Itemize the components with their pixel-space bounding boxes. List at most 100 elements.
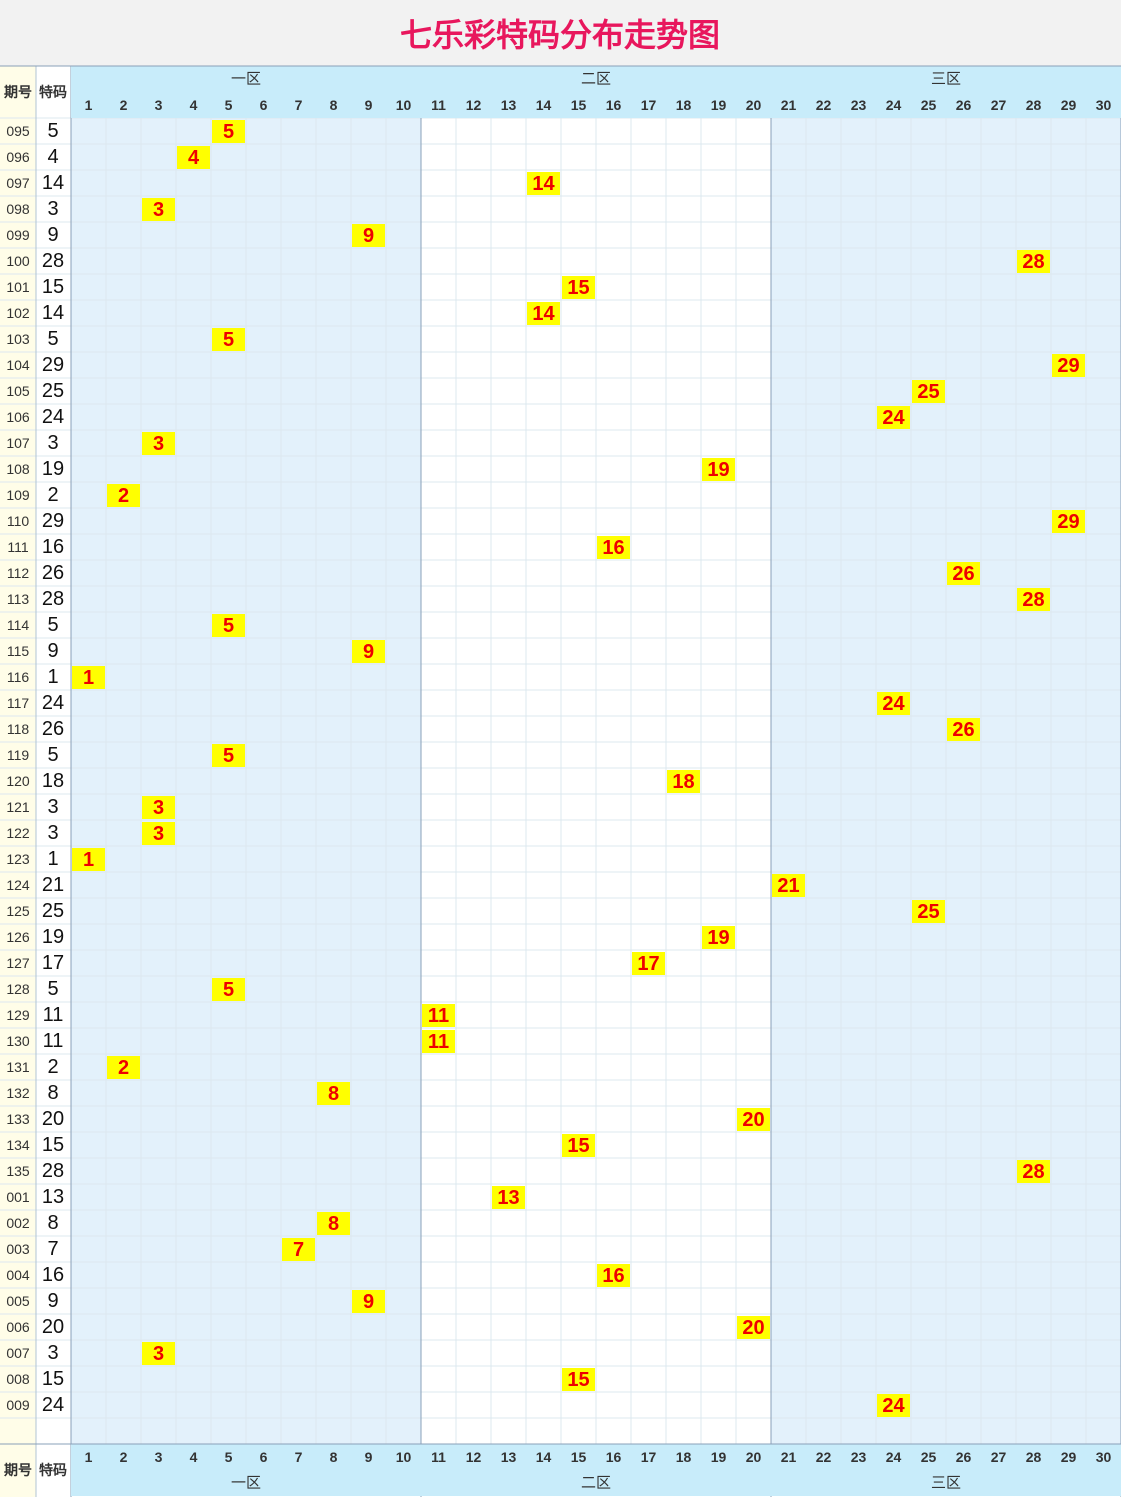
column-label: 8 — [330, 1449, 338, 1465]
period: 107 — [6, 435, 30, 451]
code-cell-label: 16 — [602, 1265, 624, 1287]
period: 110 — [7, 513, 30, 529]
column-label: 15 — [571, 97, 587, 113]
column-label: 14 — [536, 97, 552, 113]
column-label: 16 — [606, 1449, 622, 1465]
code-cell — [947, 718, 980, 741]
code-cell — [282, 1238, 315, 1261]
code-cell-label: 24 — [882, 693, 905, 715]
code: 7 — [47, 1238, 58, 1260]
code-cell — [877, 406, 910, 429]
code-cell — [877, 1394, 910, 1417]
code-cell — [317, 1212, 350, 1235]
code-cell-label: 20 — [742, 1109, 764, 1131]
period: 118 — [7, 721, 30, 737]
period: 129 — [6, 1007, 30, 1023]
code: 29 — [42, 354, 64, 376]
period: 108 — [6, 461, 30, 477]
period-header: 期号 — [4, 1462, 32, 1478]
code: 3 — [47, 796, 58, 818]
code-cell — [877, 692, 910, 715]
code-cell — [562, 276, 595, 299]
code-cell-label: 24 — [882, 1395, 905, 1417]
period: 133 — [6, 1111, 30, 1127]
code-cell — [702, 458, 735, 481]
column-label: 7 — [295, 97, 303, 113]
code: 14 — [42, 172, 64, 194]
code-cell-label: 28 — [1022, 589, 1044, 611]
code: 28 — [42, 250, 64, 272]
code-cell — [422, 1004, 455, 1027]
code: 26 — [42, 718, 64, 740]
code: 3 — [47, 198, 58, 220]
code-cell — [1017, 588, 1050, 611]
code: 13 — [42, 1186, 64, 1208]
column-label: 12 — [466, 1449, 482, 1465]
code-cell — [212, 978, 245, 1001]
column-label: 21 — [781, 97, 797, 113]
code: 25 — [42, 900, 64, 922]
code: 5 — [47, 328, 58, 350]
code-cell-label: 3 — [153, 1343, 164, 1365]
code: 15 — [42, 1134, 64, 1156]
code-cell — [1017, 1160, 1050, 1183]
code-cell-label: 9 — [363, 641, 374, 663]
column-label: 1 — [85, 1449, 93, 1465]
column-label: 24 — [886, 1449, 902, 1465]
zone-label: 二区 — [581, 71, 611, 88]
period: 112 — [7, 565, 30, 581]
column-label: 13 — [501, 97, 517, 113]
code-cell — [212, 120, 245, 143]
code-cell — [1017, 250, 1050, 273]
column-label: 23 — [851, 97, 867, 113]
code-cell-label: 8 — [328, 1083, 339, 1105]
code-cell-label: 24 — [882, 407, 905, 429]
code-cell — [947, 562, 980, 585]
column-label: 11 — [431, 1449, 446, 1465]
code-cell-label: 5 — [223, 979, 234, 1001]
period: 003 — [6, 1241, 30, 1257]
code: 5 — [47, 978, 58, 1000]
column-label: 24 — [886, 97, 902, 113]
code-cell-label: 28 — [1022, 1161, 1044, 1183]
period: 119 — [7, 747, 30, 763]
column-label: 18 — [676, 1449, 692, 1465]
period: 103 — [6, 331, 30, 347]
code: 3 — [47, 822, 58, 844]
code-cell — [562, 1134, 595, 1157]
code-cell-label: 15 — [567, 277, 589, 299]
code: 24 — [42, 1394, 64, 1416]
code-cell-label: 3 — [153, 433, 164, 455]
code: 20 — [42, 1108, 64, 1130]
period: 125 — [6, 903, 30, 919]
code: 4 — [47, 146, 58, 168]
period: 114 — [7, 617, 30, 633]
code-cell-label: 18 — [672, 771, 694, 793]
code-column — [36, 66, 71, 1497]
column-label: 21 — [781, 1449, 797, 1465]
code-cell — [1052, 510, 1085, 533]
code-cell-label: 17 — [637, 953, 659, 975]
period: 096 — [6, 149, 30, 165]
column-label: 10 — [396, 1449, 412, 1465]
code-cell-label: 15 — [567, 1135, 589, 1157]
code: 15 — [42, 1368, 64, 1390]
period: 007 — [6, 1345, 30, 1361]
code-cell-label: 2 — [118, 485, 129, 507]
code: 2 — [47, 484, 58, 506]
code-cell-label: 7 — [293, 1239, 304, 1261]
period: 127 — [6, 955, 30, 971]
period: 097 — [6, 175, 30, 191]
column-label: 20 — [746, 1449, 762, 1465]
code-cell — [352, 640, 385, 663]
period: 126 — [6, 929, 30, 945]
column-label: 2 — [120, 97, 128, 113]
code-cell-label: 26 — [952, 719, 974, 741]
column-label: 11 — [431, 97, 446, 113]
code: 3 — [47, 432, 58, 454]
code: 15 — [42, 276, 64, 298]
code-cell-label: 11 — [428, 1005, 449, 1027]
column-label: 20 — [746, 97, 762, 113]
code: 18 — [42, 770, 64, 792]
